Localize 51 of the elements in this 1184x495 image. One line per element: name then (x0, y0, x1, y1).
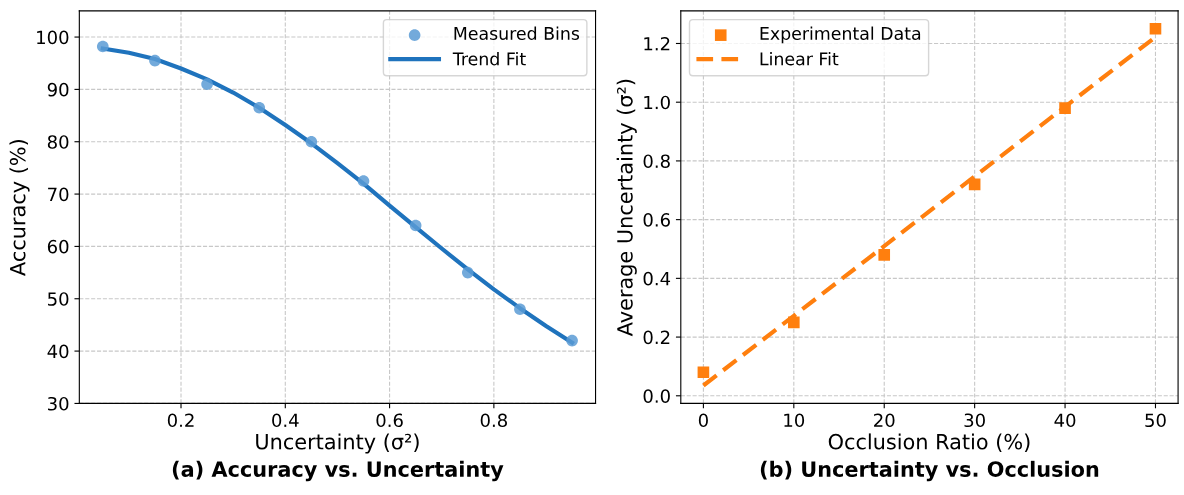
x-tick-label: 0.8 (480, 413, 507, 428)
point (409, 219, 422, 232)
y-axis-title: Accuracy (%) (9, 140, 30, 276)
point (697, 366, 710, 379)
y-tick-label: 60 (47, 239, 69, 254)
y-tick-label: 0.4 (643, 271, 671, 286)
x-tick-label: 0 (698, 413, 708, 428)
y-tick-label: 90 (47, 82, 69, 97)
y-tick-label: 50 (48, 292, 69, 306)
point (1059, 102, 1071, 114)
legend-label: Trend Fit (452, 52, 526, 66)
point (201, 78, 213, 90)
y-tick-label: 0.2 (643, 330, 670, 345)
point (968, 178, 981, 191)
x-tick-label: 20 (874, 413, 895, 428)
y-tick-label: 0.8 (643, 154, 670, 169)
x-tick-label: 10 (784, 413, 805, 428)
y-tick-label: 40 (47, 344, 69, 359)
legend-label: Linear Fit (760, 52, 839, 66)
y-tick-label: 100 (37, 30, 69, 45)
legend-label: Measured Bins (454, 26, 580, 40)
y-tick-label: 0.0 (643, 389, 670, 403)
point (1149, 22, 1162, 35)
x-axis-title: Uncertainty (σ²) (256, 433, 419, 454)
text: (b) Uncertainty vs. Occlusion (760, 460, 1099, 482)
point (788, 316, 800, 329)
point (514, 303, 526, 316)
point (96, 40, 109, 53)
point (253, 101, 266, 114)
point (149, 54, 161, 67)
x-axis-title: Occlusion Ratio (%) (828, 433, 1030, 452)
x-tick-label: 40 (1054, 413, 1076, 428)
point (566, 334, 578, 347)
x-tick-label: 0.4 (272, 413, 299, 428)
text: (a) Accuracy vs. Uncertainty (172, 460, 504, 482)
y-tick-label: 80 (47, 135, 69, 149)
x-tick-label: 50 (1145, 413, 1166, 428)
point (305, 135, 318, 148)
point (357, 175, 370, 187)
x-tick-label: 30 (964, 413, 985, 428)
y-tick-label: 30 (48, 396, 69, 411)
point (461, 266, 474, 279)
legend-label: Experimental Data (760, 26, 921, 44)
y-tick-label: 1.2 (644, 36, 670, 51)
y-tick-label: 0.6 (643, 213, 670, 227)
x-tick-label: 0.6 (376, 413, 403, 428)
x-tick-label: 0.2 (167, 413, 194, 428)
y-tick-label: 1.0 (644, 95, 670, 110)
point (878, 249, 891, 261)
y-tick-label: 70 (48, 187, 69, 202)
y-axis-title: Average Uncertainty (σ²) (616, 79, 637, 337)
